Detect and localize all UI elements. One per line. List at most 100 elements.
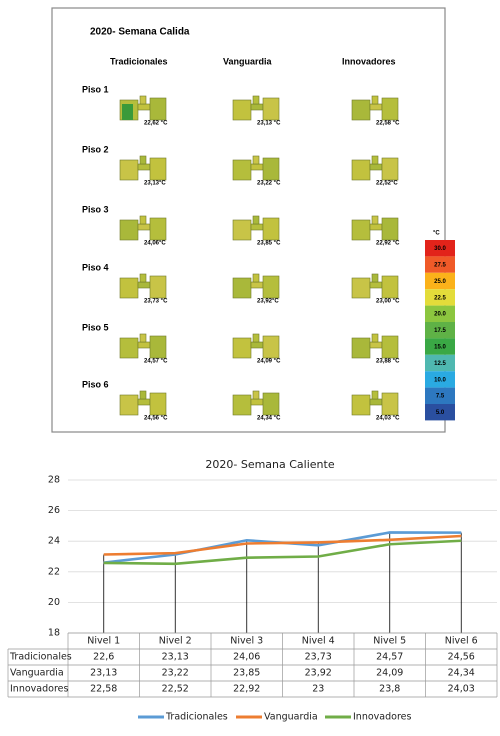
plan-block: [351, 159, 371, 181]
plan-block: [250, 223, 264, 231]
scale-label: 27.5: [434, 262, 446, 268]
plan-block: [232, 99, 252, 121]
floor-plan: [351, 390, 399, 416]
legend-label: Vanguardia: [264, 712, 318, 723]
plan-block: [252, 333, 260, 343]
table-value: 24,09: [376, 668, 403, 679]
floor-plan: [351, 95, 399, 121]
temperature-label: 22,92 °C: [376, 241, 400, 247]
temperature-label: 24,06°C: [144, 241, 166, 247]
series-line: [103, 534, 462, 556]
plan-block: [262, 97, 280, 121]
scale-label: 15.0: [434, 344, 446, 350]
scale-label: 10.0: [434, 377, 446, 383]
plan-block: [351, 277, 371, 299]
plan-block: [369, 223, 383, 231]
plan-block: [119, 337, 139, 359]
floor-plan: [232, 333, 280, 359]
plan-block: [232, 159, 252, 181]
series-line: [103, 539, 462, 566]
scale-label: 30.0: [434, 246, 446, 252]
scale-step: [425, 289, 455, 306]
scale-step: [425, 354, 455, 372]
temperature-label: 23,00 °C: [376, 299, 400, 305]
temperature-label: 24,57 °C: [144, 359, 168, 365]
plan-block: [232, 219, 252, 241]
scale-unit: °C: [433, 231, 440, 237]
scale-label: 17.5: [434, 328, 446, 334]
table-value: 23,13: [90, 668, 117, 679]
plan-block: [137, 103, 151, 111]
temperature-label: 23,85 °C: [257, 241, 281, 247]
plan-block: [119, 219, 139, 241]
table-value: 24,34: [448, 668, 475, 679]
temperature-label: 23,73 °C: [144, 299, 168, 305]
scale-step: [425, 387, 455, 404]
plan-block: [139, 155, 147, 165]
plan-block: [149, 392, 167, 416]
floor-plan: [232, 95, 280, 121]
chart-title: 2020- Semana Caliente: [205, 458, 334, 471]
scale-label: 25.0: [434, 279, 446, 285]
table-value: 23,73: [305, 652, 332, 663]
plan-block: [149, 275, 167, 299]
scale-step: [425, 240, 455, 257]
plan-block: [262, 275, 280, 299]
plan-block: [252, 155, 260, 165]
column-header: Tradicionales: [110, 56, 168, 66]
plan-block: [122, 104, 133, 120]
scale-label: 20.0: [434, 312, 446, 318]
plan-block: [250, 163, 264, 171]
plan-block: [262, 392, 280, 416]
plan-block: [252, 215, 260, 225]
plan-block: [351, 394, 371, 416]
floor-plan: [232, 155, 280, 181]
plan-block: [351, 219, 371, 241]
plan-block: [139, 215, 147, 225]
y-tick-label: 28: [48, 475, 60, 486]
scale-step: [425, 322, 455, 339]
x-tick-label: Nivel 1: [87, 636, 120, 647]
x-tick-label: Nivel 2: [159, 636, 192, 647]
table-value: 23: [312, 684, 324, 695]
plan-block: [252, 390, 260, 400]
column-header: Vanguardia: [223, 56, 273, 66]
plan-block: [250, 281, 264, 289]
figure-title: 2020- Semana Calida: [90, 27, 190, 38]
plan-block: [381, 335, 399, 359]
plan-block: [262, 217, 280, 241]
table-value: 23,85: [233, 668, 260, 679]
plan-block: [119, 277, 139, 299]
row-label: Piso 6: [82, 379, 109, 389]
scale-label: 5.0: [436, 410, 445, 416]
plan-block: [139, 95, 147, 105]
plan-block: [351, 337, 371, 359]
plan-block: [371, 215, 379, 225]
plan-block: [232, 337, 252, 359]
plan-block: [250, 398, 264, 406]
plan-block: [381, 97, 399, 121]
plan-block: [250, 341, 264, 349]
y-tick-label: 22: [48, 566, 60, 577]
row-label: Piso 2: [82, 144, 109, 154]
scale-step: [425, 371, 455, 388]
table-value: 24,56: [448, 652, 475, 663]
table-row-label: Tradicionales: [9, 652, 72, 663]
plan-block: [369, 281, 383, 289]
plan-block: [252, 273, 260, 283]
plan-block: [371, 390, 379, 400]
plan-block: [119, 159, 139, 181]
scale-label: 12.5: [434, 361, 446, 367]
plan-block: [137, 223, 151, 231]
row-label: Piso 5: [82, 322, 109, 332]
plan-block: [381, 392, 399, 416]
y-tick-label: 26: [48, 505, 60, 516]
plan-block: [149, 217, 167, 241]
table-value: 22,6: [93, 652, 114, 663]
table-value: 22,92: [233, 684, 260, 695]
plan-block: [371, 333, 379, 343]
table-row-label: Innovadores: [10, 684, 68, 695]
floor-plan: [119, 215, 167, 241]
floor-plan: [232, 390, 280, 416]
